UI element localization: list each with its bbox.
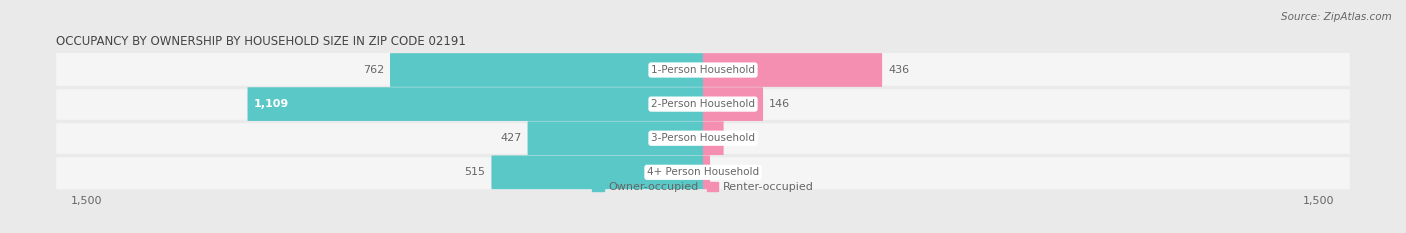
Text: Source: ZipAtlas.com: Source: ZipAtlas.com bbox=[1281, 12, 1392, 22]
FancyBboxPatch shape bbox=[703, 155, 710, 189]
Text: 436: 436 bbox=[889, 65, 910, 75]
Text: 4+ Person Household: 4+ Person Household bbox=[647, 167, 759, 177]
Text: 1,109: 1,109 bbox=[253, 99, 290, 109]
FancyBboxPatch shape bbox=[389, 53, 703, 87]
Legend: Owner-occupied, Renter-occupied: Owner-occupied, Renter-occupied bbox=[588, 177, 818, 197]
FancyBboxPatch shape bbox=[56, 53, 1350, 87]
FancyBboxPatch shape bbox=[527, 121, 703, 155]
FancyBboxPatch shape bbox=[56, 155, 1350, 189]
FancyBboxPatch shape bbox=[703, 53, 882, 87]
Text: OCCUPANCY BY OWNERSHIP BY HOUSEHOLD SIZE IN ZIP CODE 02191: OCCUPANCY BY OWNERSHIP BY HOUSEHOLD SIZE… bbox=[56, 35, 467, 48]
FancyBboxPatch shape bbox=[492, 155, 703, 189]
Text: 762: 762 bbox=[363, 65, 384, 75]
Text: 146: 146 bbox=[769, 99, 790, 109]
Text: 50: 50 bbox=[730, 133, 744, 143]
FancyBboxPatch shape bbox=[56, 121, 1350, 155]
Text: 1-Person Household: 1-Person Household bbox=[651, 65, 755, 75]
FancyBboxPatch shape bbox=[56, 87, 1350, 121]
Text: 3-Person Household: 3-Person Household bbox=[651, 133, 755, 143]
FancyBboxPatch shape bbox=[247, 87, 703, 121]
FancyBboxPatch shape bbox=[703, 87, 763, 121]
Text: 17: 17 bbox=[716, 167, 730, 177]
Text: 515: 515 bbox=[464, 167, 485, 177]
Text: 2-Person Household: 2-Person Household bbox=[651, 99, 755, 109]
FancyBboxPatch shape bbox=[703, 121, 724, 155]
Text: 427: 427 bbox=[501, 133, 522, 143]
